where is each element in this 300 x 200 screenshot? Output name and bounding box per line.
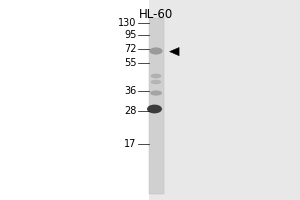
Bar <box>0 0 148 200</box>
Text: 17: 17 <box>124 139 136 149</box>
Ellipse shape <box>150 90 162 96</box>
Text: HL-60: HL-60 <box>139 8 173 21</box>
Text: 55: 55 <box>124 58 136 68</box>
Bar <box>148 0 300 200</box>
Text: 95: 95 <box>124 30 136 40</box>
Bar <box>148 18 164 194</box>
Text: 36: 36 <box>124 86 136 96</box>
Ellipse shape <box>147 105 162 113</box>
Polygon shape <box>169 47 179 56</box>
Text: 72: 72 <box>124 44 136 54</box>
Ellipse shape <box>151 80 161 84</box>
Text: 28: 28 <box>124 106 136 116</box>
Ellipse shape <box>149 47 163 55</box>
Text: 130: 130 <box>118 18 136 28</box>
Ellipse shape <box>151 74 161 78</box>
